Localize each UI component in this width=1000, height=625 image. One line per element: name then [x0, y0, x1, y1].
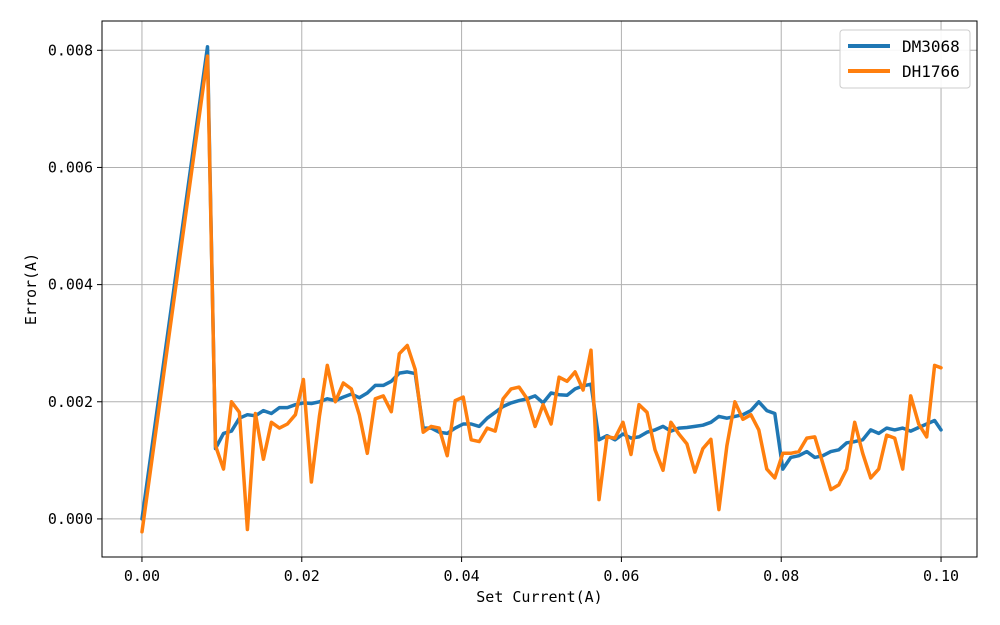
x-tick-label: 0.04 — [444, 567, 480, 585]
x-tick-label: 0.02 — [284, 567, 320, 585]
x-tick-label: 0.00 — [124, 567, 160, 585]
plot-frame — [101, 20, 978, 558]
grid — [102, 21, 977, 557]
y-axis-label: Error(A) — [22, 253, 40, 325]
y-tick-label: 0.002 — [48, 393, 93, 411]
x-tick-label: 0.10 — [923, 567, 959, 585]
y-tick-label: 0.008 — [48, 41, 93, 59]
x-axis-label: Set Current(A) — [476, 588, 602, 606]
x-tick-label: 0.06 — [603, 567, 639, 585]
legend: DM3068 DH1766 — [839, 29, 971, 89]
series-line-dh1766 — [140, 54, 943, 534]
legend-label-dm3068: DM3068 — [902, 37, 960, 56]
series-lines — [140, 45, 943, 534]
y-tick-label: 0.000 — [48, 510, 93, 528]
x-tick-label: 0.08 — [763, 567, 799, 585]
y-tick-label: 0.004 — [48, 276, 93, 294]
legend-label-dh1766: DH1766 — [902, 62, 960, 81]
y-tick-label: 0.006 — [48, 158, 93, 176]
axis-ticks: 0.00 0.02 0.04 0.06 0.08 0.10 0.000 0.002 0.004 0… — [48, 41, 959, 585]
